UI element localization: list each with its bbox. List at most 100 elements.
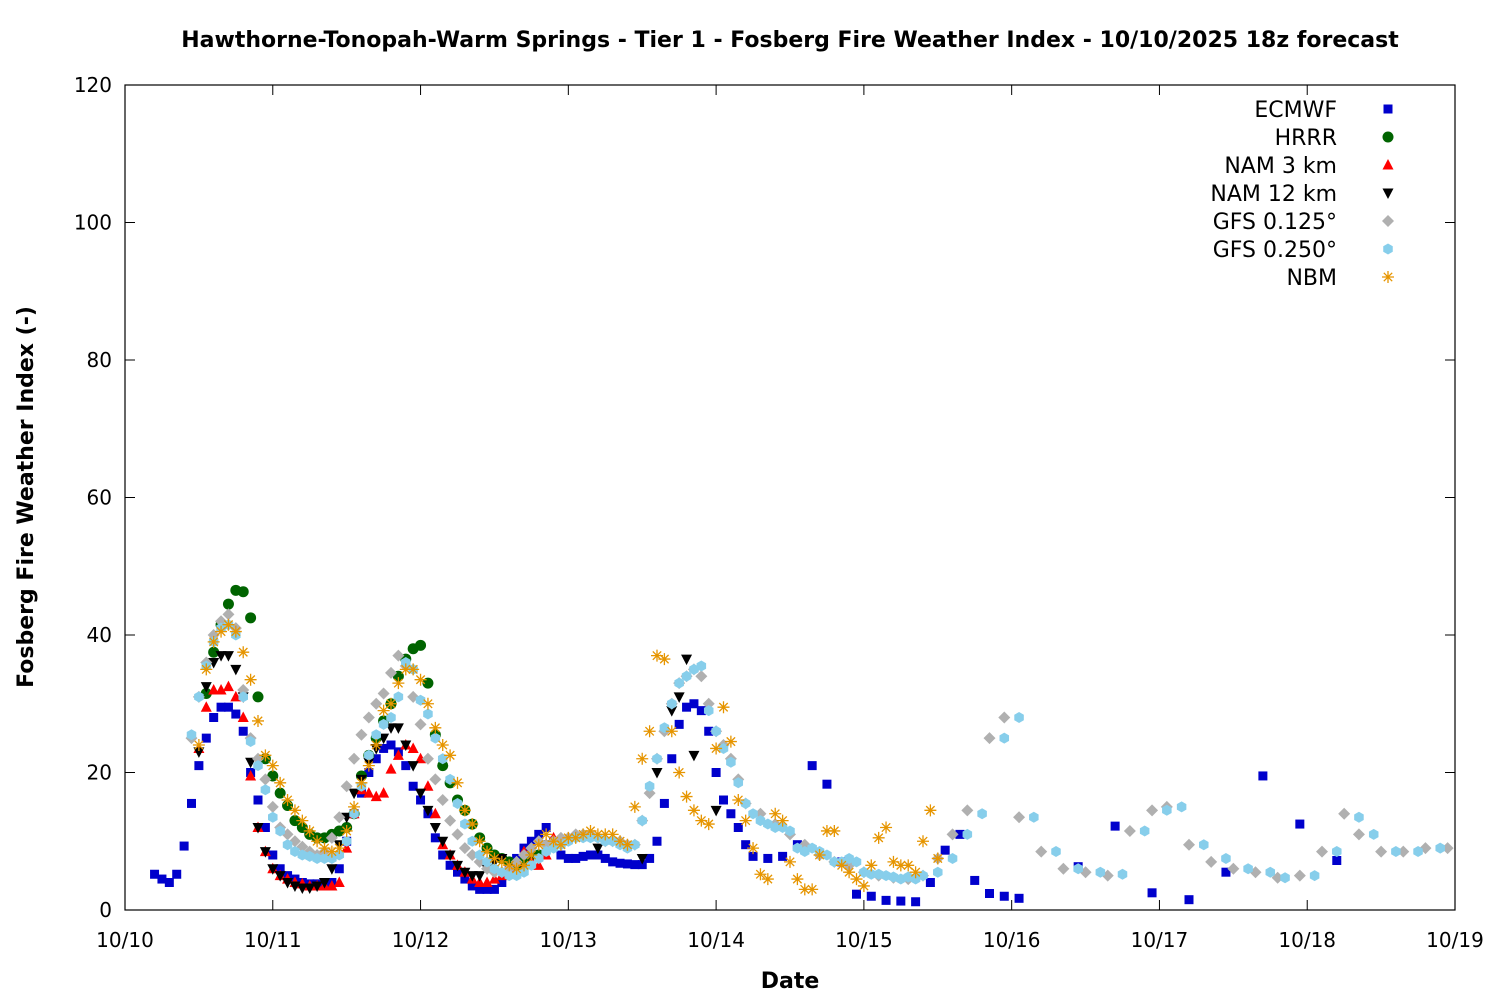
data-point — [244, 673, 257, 686]
data-point — [421, 697, 434, 710]
data-point — [385, 763, 397, 774]
data-point — [327, 852, 337, 864]
data-point — [192, 739, 205, 751]
data-point — [857, 879, 870, 892]
data-point — [275, 825, 285, 837]
data-point — [851, 856, 862, 868]
data-point — [1205, 855, 1218, 868]
data-point — [259, 749, 272, 762]
data-point — [407, 742, 419, 753]
data-point — [341, 842, 353, 853]
data-point — [430, 732, 441, 744]
data-point — [695, 670, 708, 683]
data-point — [792, 842, 803, 854]
data-point — [386, 740, 396, 750]
data-point — [429, 721, 442, 734]
data-point — [289, 815, 301, 827]
data-point — [245, 612, 257, 624]
data-point — [415, 752, 427, 764]
data-point — [401, 761, 411, 771]
data-point — [571, 853, 581, 863]
data-point — [311, 835, 324, 848]
data-point — [999, 891, 1009, 901]
data-point — [924, 804, 937, 817]
data-point — [458, 842, 471, 855]
data-point — [1221, 867, 1231, 877]
data-point — [1073, 863, 1083, 875]
data-point — [222, 608, 235, 621]
data-point — [1123, 824, 1136, 837]
data-point — [340, 780, 353, 793]
data-point — [207, 635, 220, 648]
data-point — [983, 732, 996, 745]
data-point — [430, 833, 440, 843]
data-point — [444, 850, 456, 861]
data-point — [850, 873, 863, 886]
data-point — [998, 711, 1011, 724]
data-point — [445, 860, 455, 870]
data-point — [674, 719, 684, 729]
data-point — [658, 653, 671, 666]
data-point — [754, 807, 767, 820]
data-point — [608, 857, 618, 867]
data-point — [585, 832, 596, 844]
data-point — [252, 714, 264, 727]
data-point — [569, 831, 582, 844]
data-point — [1051, 846, 1061, 858]
data-point — [1338, 807, 1351, 820]
data-point — [902, 859, 915, 872]
data-point — [688, 750, 700, 762]
data-point — [554, 838, 567, 851]
data-point — [326, 864, 338, 875]
data-point — [1162, 804, 1172, 816]
data-point — [319, 878, 330, 889]
data-point — [179, 841, 189, 851]
data-point — [230, 664, 242, 676]
axis-ticks: 0 20 40 60 80 100 120 10/10 10/11 10/12 10/13 10/14… — [74, 73, 1484, 952]
data-point — [711, 768, 721, 777]
data-point — [379, 743, 389, 753]
data-point — [859, 866, 869, 878]
data-point — [260, 784, 271, 796]
data-point — [645, 853, 655, 863]
data-point — [829, 856, 840, 868]
data-point — [1332, 846, 1342, 858]
data-point — [194, 761, 204, 771]
data-point — [665, 725, 678, 738]
data-point — [474, 876, 486, 887]
data-point — [237, 684, 250, 696]
data-point — [1095, 866, 1106, 878]
plot-frame — [124, 84, 1456, 911]
data-point — [813, 849, 826, 861]
data-point — [866, 891, 876, 901]
legend-marker — [1383, 104, 1393, 114]
data-point — [444, 814, 457, 827]
data-point — [414, 673, 427, 686]
data-point — [607, 835, 618, 847]
data-point — [488, 873, 500, 884]
legend-label: GFS 0.125° — [1213, 210, 1337, 235]
data-point — [200, 701, 212, 712]
data-point — [238, 691, 248, 703]
data-point — [510, 862, 523, 875]
data-point — [577, 828, 590, 841]
data-point — [1221, 852, 1231, 864]
data-point — [710, 742, 723, 755]
data-point — [682, 702, 692, 712]
data-point — [888, 871, 899, 883]
legend-marker — [1382, 159, 1394, 170]
data-point — [702, 697, 715, 710]
data-point — [497, 866, 507, 878]
data-point — [362, 759, 375, 772]
data-point — [807, 842, 817, 854]
data-point — [717, 701, 730, 714]
data-point — [630, 839, 640, 851]
data-point — [304, 850, 315, 862]
data-point — [947, 852, 958, 864]
data-point — [1243, 863, 1253, 875]
data-point — [245, 757, 257, 769]
data-point — [1035, 845, 1048, 858]
data-point — [866, 868, 877, 880]
data-point — [325, 845, 338, 858]
data-point — [586, 850, 595, 860]
